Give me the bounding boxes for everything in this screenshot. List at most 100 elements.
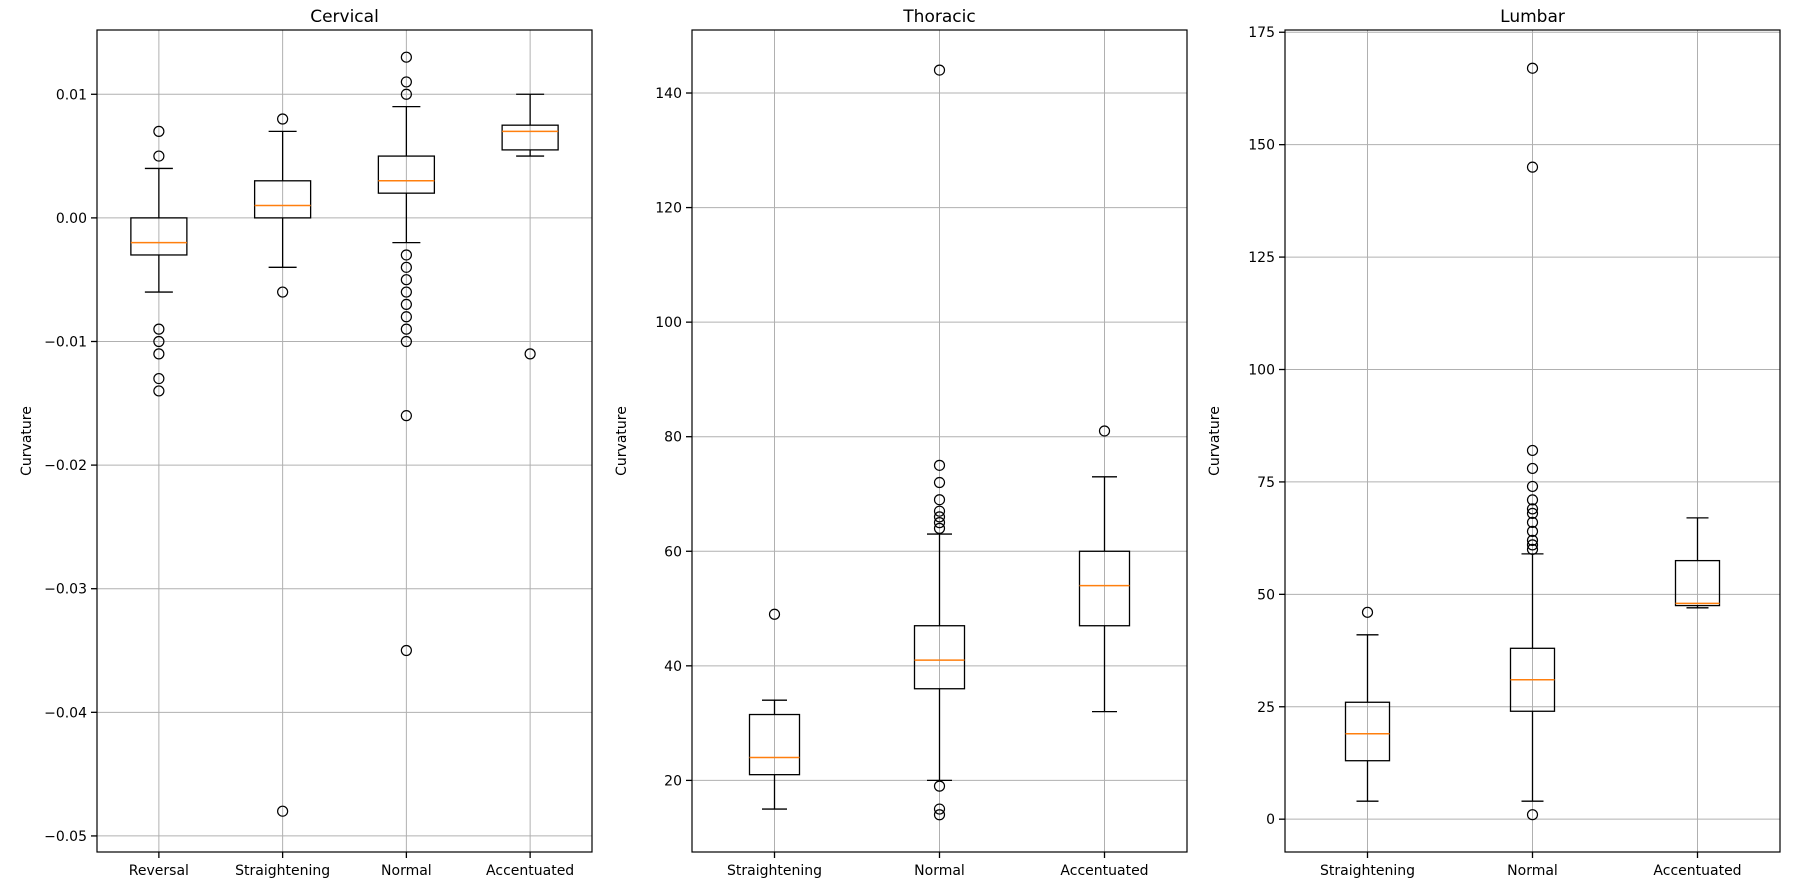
outlier-point bbox=[400, 51, 412, 63]
x-tick-label: Straightening bbox=[1320, 863, 1415, 879]
outlier-point bbox=[933, 494, 946, 506]
x-tick-label: Accentuated bbox=[486, 863, 574, 879]
y-tick-label: 125 bbox=[1248, 250, 1275, 266]
outlier-point bbox=[153, 348, 165, 360]
box-reversal bbox=[130, 125, 188, 397]
outlier-point bbox=[1526, 543, 1539, 555]
iqr-box bbox=[913, 625, 966, 690]
outlier-point bbox=[1526, 507, 1539, 519]
y-tick-label: 120 bbox=[655, 201, 682, 217]
x-tick-label: Normal bbox=[914, 863, 965, 879]
y-tick-label: 0 bbox=[1266, 812, 1275, 828]
outlier-point bbox=[400, 323, 412, 335]
outlier-point bbox=[400, 261, 412, 273]
x-tick-label: Straightening bbox=[235, 863, 330, 879]
outlier-point bbox=[1526, 480, 1539, 493]
outlier-point bbox=[153, 125, 165, 137]
outlier-point bbox=[524, 348, 536, 360]
outlier-point bbox=[1526, 62, 1539, 74]
outlier-point bbox=[400, 410, 412, 422]
chart-title: Thoracic bbox=[902, 7, 975, 27]
outlier-point bbox=[933, 517, 946, 529]
outlier-point bbox=[1526, 462, 1539, 475]
x-tick-label: Accentuated bbox=[1653, 863, 1741, 879]
box-straightening bbox=[253, 113, 312, 817]
iqr-box bbox=[1674, 559, 1721, 607]
y-tick-label: 0.00 bbox=[56, 211, 87, 227]
y-tick-label: −0.03 bbox=[44, 582, 87, 598]
outlier-point bbox=[277, 286, 289, 298]
y-tick-label: 0.01 bbox=[56, 87, 87, 103]
y-tick-label: 75 bbox=[1257, 475, 1275, 491]
outlier-point bbox=[933, 476, 946, 489]
box-accentuated bbox=[1674, 517, 1721, 609]
plot-frame bbox=[96, 29, 593, 853]
y-tick-label: 25 bbox=[1257, 700, 1275, 716]
box-accentuated bbox=[1078, 425, 1131, 713]
outlier-point bbox=[277, 805, 289, 817]
outlier-point bbox=[153, 323, 165, 335]
chart-title: Lumbar bbox=[1500, 7, 1565, 27]
outlier-point bbox=[1361, 606, 1374, 618]
y-tick-label: −0.04 bbox=[44, 705, 87, 721]
outlier-point bbox=[933, 803, 946, 815]
outlier-point bbox=[1526, 534, 1539, 546]
box-straightening bbox=[1344, 606, 1391, 802]
y-axis-label: Curvature bbox=[1207, 406, 1223, 476]
y-tick-label: −0.02 bbox=[44, 458, 87, 474]
y-axis-label: Curvature bbox=[19, 406, 35, 476]
y-tick-label: 50 bbox=[1257, 587, 1275, 603]
iqr-box bbox=[748, 713, 801, 776]
outlier-point bbox=[400, 274, 412, 286]
y-tick-label: 20 bbox=[664, 773, 682, 789]
outlier-point bbox=[933, 780, 946, 792]
iqr-box bbox=[1344, 701, 1391, 762]
y-tick-label: 60 bbox=[664, 544, 682, 560]
outlier-point bbox=[1526, 444, 1539, 457]
outlier-point bbox=[400, 76, 412, 88]
y-tick-label: 40 bbox=[664, 659, 682, 675]
x-tick-label: Straightening bbox=[727, 863, 822, 879]
box-normal bbox=[913, 64, 966, 821]
x-tick-label: Normal bbox=[1507, 863, 1558, 879]
y-tick-label: 80 bbox=[664, 430, 682, 446]
outlier-point bbox=[153, 335, 165, 348]
y-tick-label: −0.05 bbox=[44, 829, 87, 845]
outlier-point bbox=[400, 335, 412, 348]
box-normal bbox=[377, 51, 436, 657]
outlier-point bbox=[400, 88, 412, 100]
panel-cervical: −0.05 −0.04 −0.03 −0.02 −0.01 0.00 0.01 Reversa… bbox=[19, 7, 593, 879]
iqr-box bbox=[253, 180, 312, 219]
outlier-point bbox=[933, 522, 946, 534]
box-accentuated bbox=[501, 93, 559, 360]
chart-title: Cervical bbox=[310, 7, 379, 27]
outlier-point bbox=[768, 608, 781, 620]
outlier-point bbox=[933, 459, 946, 471]
iqr-box bbox=[130, 217, 188, 256]
box-straightening bbox=[748, 608, 801, 810]
outlier-point bbox=[1526, 809, 1539, 821]
outlier-point bbox=[933, 64, 946, 76]
y-tick-label: −0.01 bbox=[44, 334, 87, 350]
panel-lumbar: 0 25 50 75 100 125 150 175 Straightening Normal Ac… bbox=[1207, 7, 1781, 879]
y-tick-label: 140 bbox=[655, 86, 682, 102]
panel-thoracic: 20 40 60 80 100 120 140 Straightening Normal Acce… bbox=[614, 7, 1188, 879]
box-normal bbox=[1509, 62, 1556, 821]
outlier-point bbox=[400, 644, 412, 657]
outlier-point bbox=[1526, 494, 1539, 506]
y-tick-label: 150 bbox=[1248, 138, 1275, 154]
outlier-point bbox=[933, 511, 946, 523]
y-axis-label: Curvature bbox=[614, 406, 630, 476]
y-tick-label: 175 bbox=[1248, 25, 1275, 41]
outlier-point bbox=[153, 150, 165, 162]
outlier-point bbox=[1526, 539, 1539, 551]
outlier-point bbox=[1526, 503, 1539, 515]
outlier-point bbox=[400, 298, 412, 311]
iqr-box bbox=[1078, 550, 1131, 627]
outlier-point bbox=[933, 809, 946, 821]
outlier-point bbox=[400, 311, 412, 323]
y-tick-label: 100 bbox=[1248, 363, 1275, 379]
outlier-point bbox=[1098, 425, 1111, 437]
iqr-box bbox=[501, 124, 559, 151]
